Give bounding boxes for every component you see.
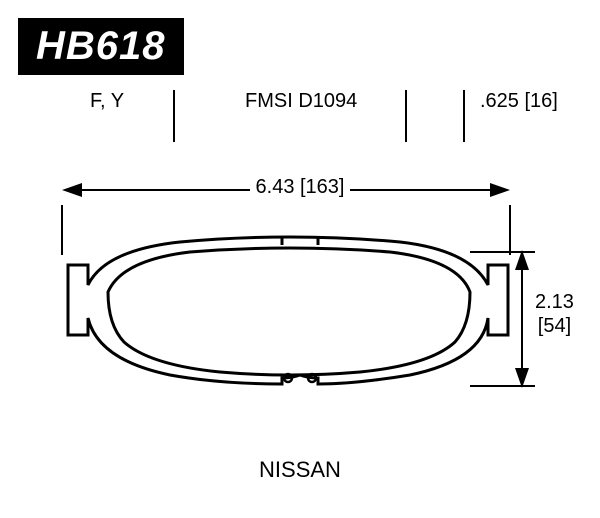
compounds-label: F, Y: [90, 90, 124, 113]
divider: [173, 90, 175, 142]
divider: [405, 90, 407, 142]
divider: [463, 90, 465, 142]
part-number-box: HB618: [18, 18, 184, 75]
height-dimension: 2.13 [54]: [535, 290, 574, 338]
width-value: 6.43 [163]: [250, 176, 351, 199]
spec-row: F, Y FMSI D1094 .625 [16]: [35, 90, 565, 150]
height-mm: 54: [543, 315, 565, 337]
brand-label: NISSAN: [0, 457, 600, 483]
width-dimension: 6.43 [163]: [0, 178, 600, 218]
height-inches: 2.13: [535, 291, 574, 313]
brake-pad-outline: [60, 230, 530, 400]
thickness-label: .625 [16]: [480, 90, 558, 113]
part-number: HB618: [36, 24, 166, 68]
fmsi-label: FMSI D1094: [245, 90, 357, 113]
